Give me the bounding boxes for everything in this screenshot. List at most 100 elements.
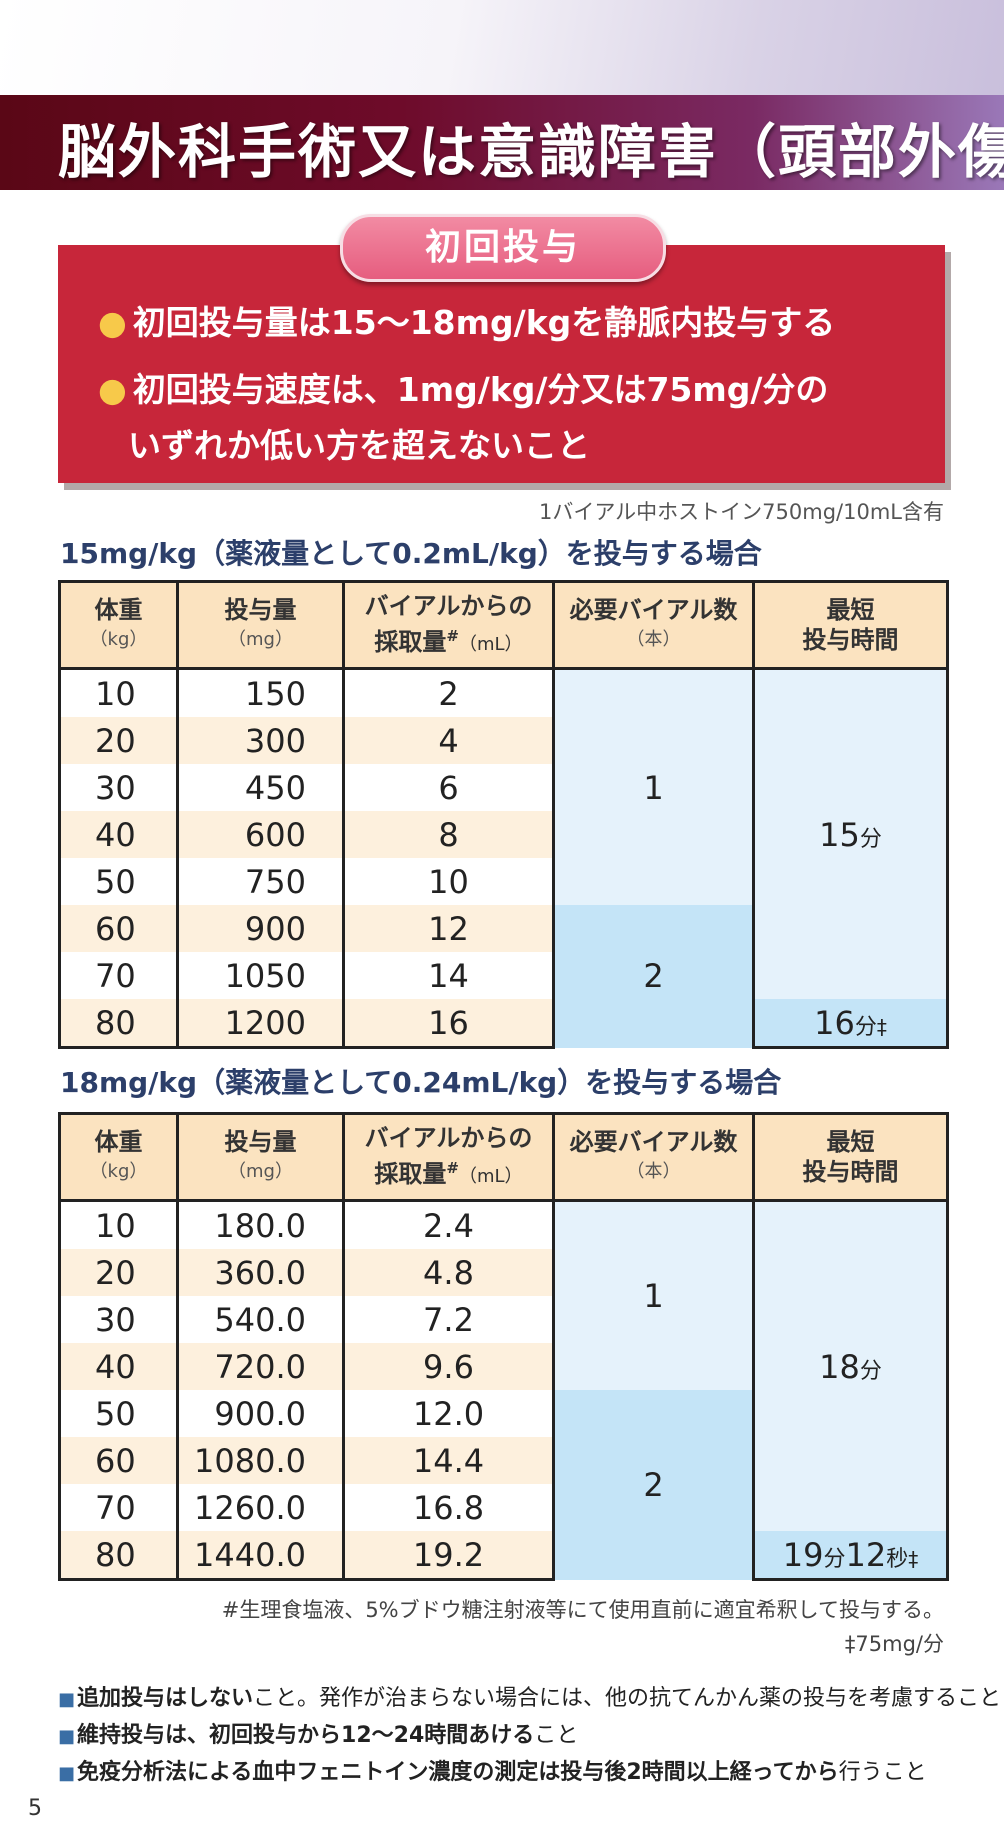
cell-volume: 6 bbox=[342, 764, 555, 811]
bullet-dot-icon: ● bbox=[98, 303, 127, 342]
table-row: 50 750 10 bbox=[58, 858, 948, 905]
cell-weight: 80 bbox=[58, 1531, 179, 1581]
cell-dose: 1200 bbox=[176, 999, 345, 1049]
cell-volume: 19.2 bbox=[342, 1531, 555, 1581]
cell-weight: 10 bbox=[58, 668, 179, 717]
cell-weight: 60 bbox=[58, 905, 179, 952]
initial-dose-pill: 初回投与 bbox=[340, 214, 666, 282]
bullet-dose-text: 初回投与量は15〜18mg/kgを静脈内投与する bbox=[132, 303, 836, 342]
cell-dose: 360.0 bbox=[176, 1249, 345, 1296]
table-row: 60 900 12 2 bbox=[58, 905, 948, 1048]
cell-volume: 7.2 bbox=[342, 1296, 555, 1343]
header-dose: 投与量 （mg） bbox=[176, 1112, 345, 1202]
table2-title: 18mg/kg（薬液量として0.24mL/kg）を投与する場合 bbox=[60, 1066, 782, 1099]
cell-dose: 150 bbox=[176, 668, 345, 717]
cell-weight: 40 bbox=[58, 1343, 179, 1390]
table-row: 70 1050 14 bbox=[58, 952, 948, 999]
cell-dose: 750 bbox=[176, 858, 345, 905]
table-header-row: 体重 （kg） 投与量 （mg） バイアルからの 採取量#（mL） 必要バイアル数 （本… bbox=[58, 580, 949, 670]
initial-dose-box bbox=[58, 245, 945, 483]
cell-volume: 2.4 bbox=[342, 1200, 555, 1249]
cell-volume: 14.4 bbox=[342, 1437, 555, 1484]
header-time: 最短 投与時間 bbox=[752, 1112, 949, 1202]
table-row: 10 180.0 2.4 1 18分 bbox=[58, 1200, 949, 1531]
table-row: 60 1080.0 14.4 bbox=[58, 1437, 948, 1484]
cell-vials-group-b: 2 bbox=[552, 1390, 755, 1580]
header-vials: 必要バイアル数 （本） bbox=[552, 1112, 755, 1202]
cell-volume: 2 bbox=[342, 668, 555, 717]
cell-weight: 50 bbox=[58, 1390, 179, 1437]
page-number: 5 bbox=[28, 1796, 42, 1821]
cell-time-group-b: 19分12秒‡ bbox=[752, 1531, 949, 1581]
cell-volume: 14 bbox=[342, 952, 555, 999]
cell-weight: 80 bbox=[58, 999, 179, 1049]
table-row: 70 1260.0 16.8 bbox=[58, 1484, 948, 1531]
cell-time-group-a: 18分 bbox=[752, 1200, 949, 1531]
square-bullet-icon: ■ bbox=[58, 1689, 76, 1710]
footnote-dagger: ‡75mg/分 bbox=[844, 1632, 944, 1656]
cell-dose: 300 bbox=[176, 717, 345, 764]
cell-volume: 4.8 bbox=[342, 1249, 555, 1296]
cell-time-group-b: 16分‡ bbox=[752, 999, 949, 1049]
cell-weight: 40 bbox=[58, 811, 179, 858]
header-vials: 必要バイアル数 （本） bbox=[552, 580, 755, 670]
cell-dose: 180.0 bbox=[176, 1200, 345, 1249]
cell-time-group-a: 15分 bbox=[752, 668, 949, 999]
dose-table-18: 体重 （kg） 投与量 （mg） バイアルからの 採取量#（mL） 必要バイアル数 （本… bbox=[58, 1112, 949, 1581]
cell-weight: 70 bbox=[58, 952, 179, 999]
table-header-row: 体重 （kg） 投与量 （mg） バイアルからの 採取量#（mL） 必要バイアル数 （本… bbox=[58, 1112, 949, 1202]
header-dose: 投与量 （mg） bbox=[176, 580, 345, 670]
cell-weight: 30 bbox=[58, 764, 179, 811]
note-measurement: ■免疫分析法による血中フェニトイン濃度の測定は投与後2時間以上経ってから行うこと bbox=[58, 1760, 927, 1785]
header-volume: バイアルからの 採取量#（mL） bbox=[342, 580, 555, 670]
table-row: 80 1200 16 16分‡ bbox=[58, 999, 949, 1049]
header-time: 最短 投与時間 bbox=[752, 580, 949, 670]
header-weight: 体重 （kg） bbox=[58, 580, 179, 670]
table1-title: 15mg/kg（薬液量として0.2mL/kg）を投与する場合 bbox=[60, 537, 762, 570]
square-bullet-icon: ■ bbox=[58, 1763, 76, 1784]
cell-weight: 70 bbox=[58, 1484, 179, 1531]
cell-vials-group-b: 2 bbox=[552, 905, 755, 1048]
table-row: 80 1440.0 19.2 19分12秒‡ bbox=[58, 1531, 949, 1581]
cell-volume: 16.8 bbox=[342, 1484, 555, 1531]
cell-vials-group-a: 1 bbox=[552, 668, 755, 905]
table-row: 50 900.0 12.0 2 bbox=[58, 1390, 948, 1580]
cell-volume: 12 bbox=[342, 905, 555, 952]
bullet-rate-text-2: いずれか低い方を超えないこと bbox=[128, 426, 590, 465]
footnote-hash: #生理食塩液、5%ブドウ糖注射液等にて使用直前に適宜希釈して投与する。 bbox=[221, 1598, 944, 1622]
bullet-dot-icon: ● bbox=[98, 370, 127, 409]
cell-dose: 540.0 bbox=[176, 1296, 345, 1343]
cell-volume: 10 bbox=[342, 858, 555, 905]
note-maintenance: ■維持投与は、初回投与から12〜24時間あけること bbox=[58, 1723, 579, 1748]
cell-weight: 60 bbox=[58, 1437, 179, 1484]
cell-volume: 4 bbox=[342, 717, 555, 764]
table-row: 30 540.0 7.2 bbox=[58, 1296, 948, 1343]
page-title: 脳外科手術又は意識障害（頭部外傷 bbox=[58, 118, 1004, 186]
cell-weight: 50 bbox=[58, 858, 179, 905]
cell-volume: 9.6 bbox=[342, 1343, 555, 1390]
cell-volume: 8 bbox=[342, 811, 555, 858]
title-band: 脳外科手術又は意識障害（頭部外傷 bbox=[0, 95, 1004, 190]
cell-dose: 450 bbox=[176, 764, 345, 811]
cell-vials-group-a: 1 bbox=[552, 1200, 755, 1390]
header-volume: バイアルからの 採取量#（mL） bbox=[342, 1112, 555, 1202]
cell-dose: 1050 bbox=[176, 952, 345, 999]
cell-volume: 16 bbox=[342, 999, 555, 1049]
cell-dose: 720.0 bbox=[176, 1343, 345, 1390]
cell-weight: 30 bbox=[58, 1296, 179, 1343]
cell-dose: 600 bbox=[176, 811, 345, 858]
table-row: 30 450 6 bbox=[58, 764, 948, 811]
vial-note: 1バイアル中ホストイン750mg/10mL含有 bbox=[539, 500, 944, 524]
cell-weight: 20 bbox=[58, 1249, 179, 1296]
bullet-rate: ● 初回投与速度は、1mg/kg/分又は75mg/分の いずれか低い方を超えないこ… bbox=[98, 362, 828, 474]
cell-dose: 900 bbox=[176, 905, 345, 952]
table-row: 10 150 2 1 15分 bbox=[58, 668, 949, 999]
table-row: 40 600 8 bbox=[58, 811, 948, 858]
cell-weight: 10 bbox=[58, 1200, 179, 1249]
cell-dose: 900.0 bbox=[176, 1390, 345, 1437]
cell-dose: 1260.0 bbox=[176, 1484, 345, 1531]
table-row: 40 720.0 9.6 bbox=[58, 1343, 948, 1390]
cell-dose: 1440.0 bbox=[176, 1531, 345, 1581]
table-row: 20 360.0 4.8 bbox=[58, 1249, 948, 1296]
cell-dose: 1080.0 bbox=[176, 1437, 345, 1484]
